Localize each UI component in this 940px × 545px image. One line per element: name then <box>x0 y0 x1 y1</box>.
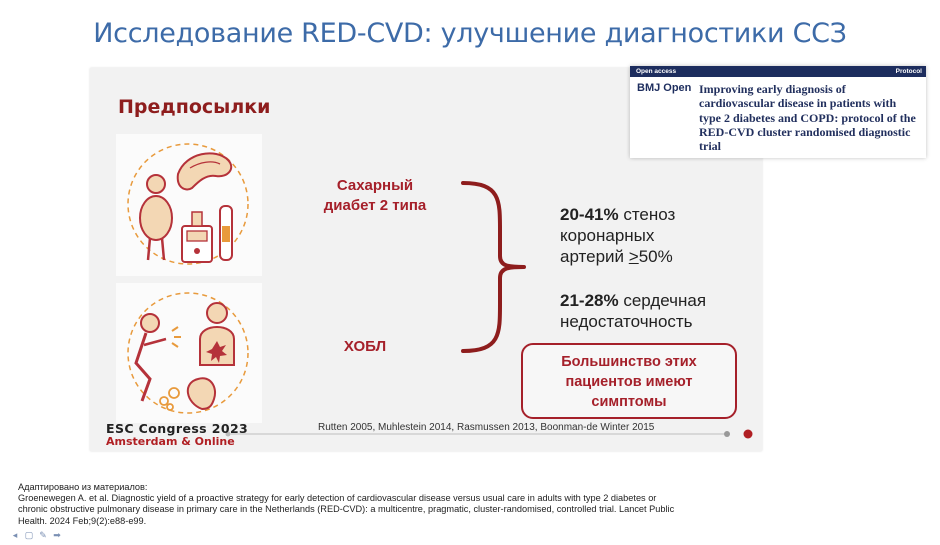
journal-name: BMJ Open <box>637 82 692 94</box>
source-footnote: Адаптировано из материалов: Groenewegen … <box>18 482 718 527</box>
timeline-track <box>225 429 753 439</box>
diabetes-icon <box>127 143 249 265</box>
stat-coronary-text2: коронарных <box>560 226 655 245</box>
references: Rutten 2005, Muhlestein 2014, Rasmussen … <box>316 422 657 433</box>
next-slide-icon[interactable]: ➡ <box>53 530 61 540</box>
slide-title: Исследование RED-CVD: улучшение диагност… <box>93 18 847 49</box>
callout-line2: пациентов имеют <box>565 374 693 390</box>
presentation-toolbar: ◂ ▢ ✎ ➡ <box>10 530 62 540</box>
stat-coronary-text3: артерий <box>560 247 629 266</box>
journal-article-title: Improving early diagnosis of cardiovascu… <box>699 82 916 154</box>
stat-hf-text2: недостаточность <box>560 312 693 331</box>
stat-heart-failure: 21-28% сердечная недостаточность <box>560 290 760 332</box>
journal-open-access: Open access <box>636 68 677 75</box>
stat-hf-percent: 21-28% <box>560 291 619 310</box>
condition-copd-line1: ХОБЛ <box>343 338 387 355</box>
stat-coronary: 20-41% стеноз коронарных артерий >50% <box>560 204 760 267</box>
journal-header-bar: Open access Protocol <box>630 66 926 77</box>
journal-card: Open access Protocol BMJ Open Improving … <box>630 66 926 158</box>
stat-coronary-ge-sign: > <box>628 247 639 266</box>
stat-coronary-threshold: 50% <box>638 247 673 266</box>
esc-logo-line2: Amsterdam & Online <box>106 435 235 448</box>
stat-hf-text1: сердечная <box>618 291 707 310</box>
pen-tool-icon[interactable]: ✎ <box>39 530 47 540</box>
esc-congress-logo: ESC Congress 2023 Amsterdam & Online <box>106 421 248 448</box>
slide-menu-icon[interactable]: ▢ <box>24 530 34 540</box>
footnote-line1: Адаптировано из материалов: <box>18 482 148 492</box>
section-title: Предпосылки <box>118 96 271 118</box>
condition-diabetes: Сахарный диабет 2 типа <box>300 176 450 216</box>
curly-brace-icon <box>461 181 526 353</box>
copd-illustration <box>116 283 262 423</box>
footnote-line4: Health. 2024 Feb;9(2):e88-e99. <box>18 515 147 526</box>
callout-line1: Большинство этих <box>561 354 697 370</box>
condition-copd: ХОБЛ <box>310 337 420 357</box>
journal-protocol-label: Protocol <box>895 68 922 75</box>
stat-coronary-percent: 20-41% <box>560 205 619 224</box>
footnote-line2: Groenewegen A. et al. Diagnostic yield o… <box>18 493 657 504</box>
diabetes-illustration <box>116 134 262 276</box>
symptoms-callout: Большинство этих пациентов имеют симптом… <box>521 343 737 419</box>
callout-line3: симптомы <box>591 394 667 410</box>
prev-slide-icon[interactable]: ◂ <box>12 530 18 540</box>
condition-diabetes-line2: диабет 2 типа <box>323 197 427 214</box>
esc-logo-line1: ESC Congress 2023 <box>106 421 249 436</box>
copd-icon <box>127 292 249 414</box>
condition-diabetes-line1: Сахарный <box>336 177 414 194</box>
stat-coronary-text1: стеноз <box>618 205 676 224</box>
footnote-line3: chronic obstructive pulmonary disease in… <box>18 504 675 515</box>
